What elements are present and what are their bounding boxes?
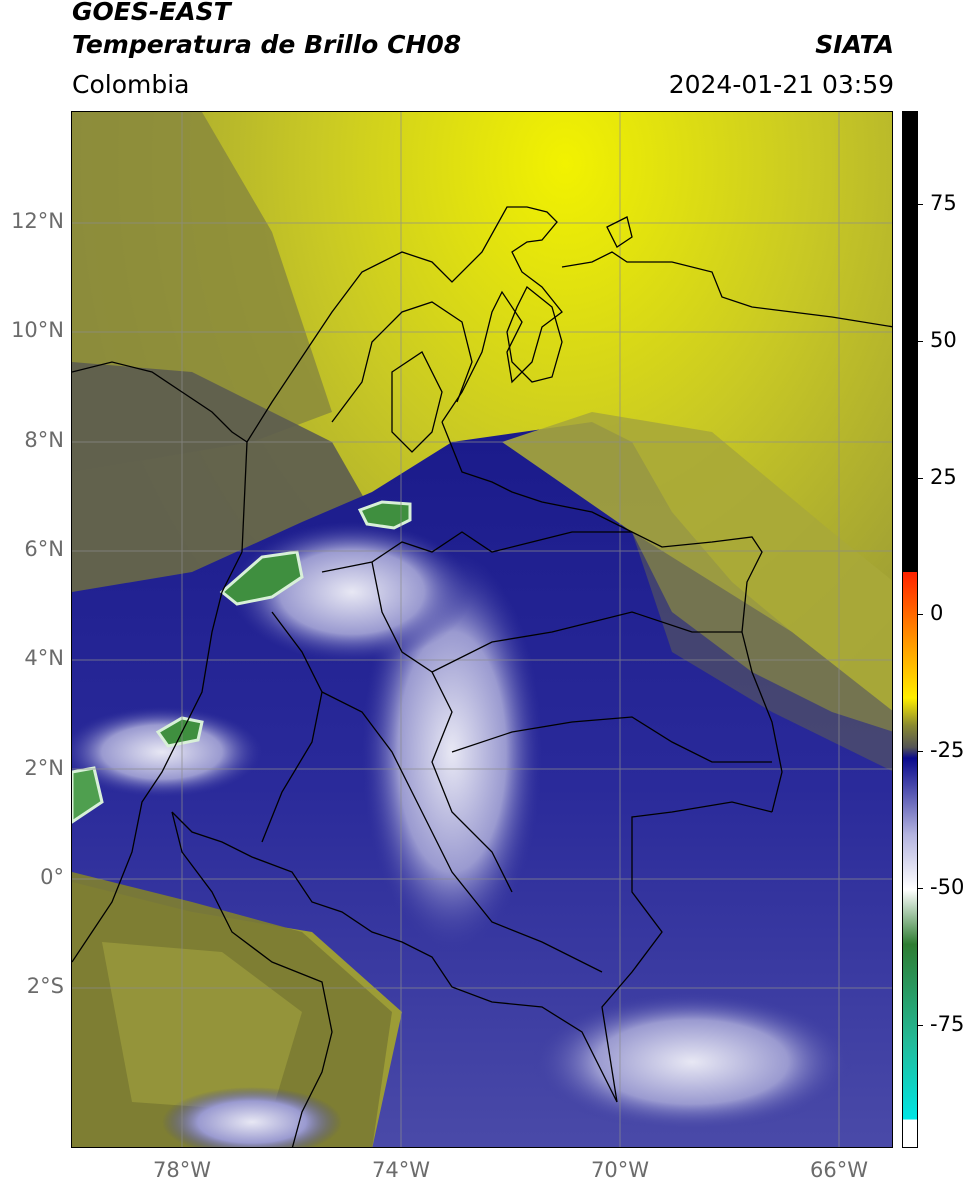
caribbean-coast — [241, 206, 563, 553]
paraguana — [606, 216, 633, 248]
east-olive-fringe — [632, 532, 892, 772]
panama — [72, 361, 248, 443]
colorbar-tick — [918, 614, 923, 615]
lat-tick-label: 6°N — [24, 537, 64, 561]
datetime-label: 2024-01-21 03:59 — [668, 70, 894, 99]
region-label: Colombia — [72, 70, 190, 99]
satellite-map — [71, 111, 893, 1148]
colorbar-tick — [918, 1025, 923, 1026]
cold-core-2 — [357, 500, 412, 530]
colombia-brazil-border — [601, 801, 773, 1103]
internal-dept-2 — [371, 561, 513, 893]
lon-tick-label: 78°W — [153, 1158, 211, 1182]
product-title: Temperatura de Brillo CH08 — [72, 30, 462, 59]
boundaries — [72, 206, 892, 1147]
lat-tick-label: 0° — [40, 865, 64, 889]
ecuador-peru-border — [171, 811, 333, 1147]
lat-tick-label: 8°N — [24, 428, 64, 452]
internal-dept-5 — [451, 716, 772, 763]
colorbar-label: -25 — [930, 738, 965, 762]
bright-cloud-3 — [532, 992, 852, 1132]
lat-tick-label: 2°S — [26, 974, 64, 998]
lon-tick-label: 70°W — [591, 1158, 649, 1182]
lake-maracaibo — [506, 285, 563, 383]
colorbar-tick — [918, 751, 923, 752]
lat-tick-label: 2°N — [24, 756, 64, 780]
internal-dept-3 — [261, 611, 323, 843]
lon-tick-label: 66°W — [810, 1158, 868, 1182]
lat-tick-label: 10°N — [11, 318, 64, 342]
cold-core-1 — [219, 550, 304, 606]
colorbar-label: 50 — [930, 328, 957, 352]
satellite-title: GOES-EAST — [72, 0, 231, 26]
venezuela-coast — [561, 251, 892, 328]
southwest-inner-olive — [102, 942, 302, 1112]
lat-tick-label: 12°N — [11, 209, 64, 233]
brightness-temperature-map — [72, 112, 892, 1147]
cold-core-3 — [155, 716, 204, 748]
colorbar — [902, 111, 918, 1148]
colorbar-tick — [918, 204, 923, 205]
internal-dept-4 — [431, 611, 742, 673]
internal-dept-6 — [321, 691, 603, 973]
colombia-peru-border — [171, 811, 618, 1103]
colombia-venezuela-border — [441, 421, 783, 813]
colorbar-tick — [918, 478, 923, 479]
internal-dept-8 — [391, 351, 443, 453]
colorbar-tick — [918, 888, 923, 889]
colorbar-label: 25 — [930, 465, 957, 489]
lon-tick-label: 74°W — [372, 1158, 430, 1182]
internal-dept-7 — [331, 301, 473, 423]
bright-cloud-5 — [72, 707, 262, 797]
pacific-coast — [72, 551, 243, 963]
colorbar-label: 0 — [930, 601, 944, 625]
internal-dept-1 — [321, 531, 632, 573]
colorbar-label: -75 — [930, 1012, 965, 1036]
colorbar-tick — [918, 341, 923, 342]
colorbar-label: 75 — [930, 191, 957, 215]
colorbar-label: -50 — [930, 875, 965, 899]
lat-tick-label: 4°N — [24, 646, 64, 670]
gridlines — [72, 112, 892, 1147]
brand-label: SIATA — [815, 30, 894, 59]
